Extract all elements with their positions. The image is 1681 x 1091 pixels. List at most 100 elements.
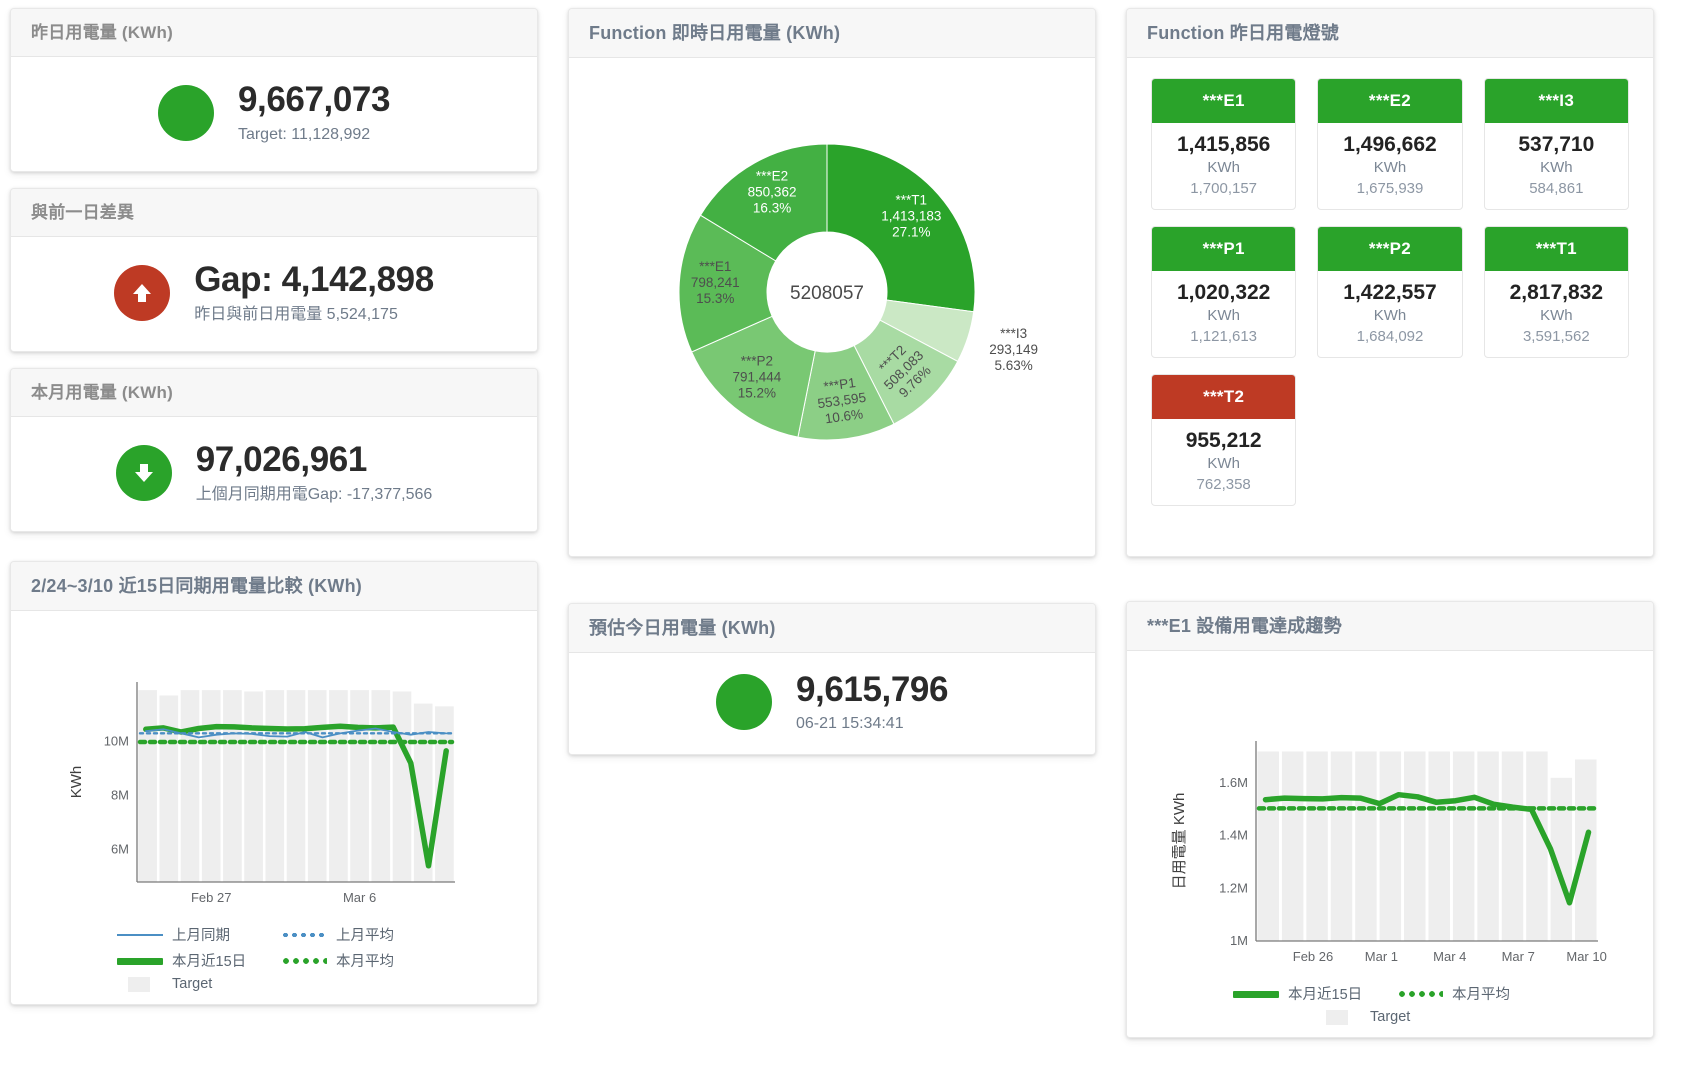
middle-column: Function 即時日用電量 (KWh) ***T1 1,413,183 27.1… — [568, 8, 1096, 1081]
card-title-e1-trend: ***E1 設備用電達成趨勢 — [1127, 602, 1653, 651]
target-bar — [307, 690, 327, 882]
x-tick-label: Mar 1 — [1365, 949, 1398, 964]
target-bar — [223, 690, 242, 882]
card-body-month: 97,026,961 上個月同期用電Gap: -17,377,566 — [11, 416, 537, 531]
right-chart-legend: 本月近15日 本月平均 Target — [1233, 977, 1547, 1037]
status-values: 1,020,322 KWh 1,121,613 — [1152, 271, 1295, 357]
status-value: 1,422,557 — [1343, 280, 1437, 304]
target-bar — [244, 691, 263, 882]
target-bar — [1330, 751, 1353, 941]
status-cell[interactable]: ***P2 1,422,557 KWh 1,684,092 — [1317, 225, 1463, 359]
legend-last-month-same: 上月同期 — [117, 924, 267, 945]
data-line — [1262, 791, 1592, 906]
left-column: 昨日用電量 (KWh) 9,667,073 Target: 11,128,992… — [10, 8, 538, 1081]
legend-this-month-15-right: 本月近15日 — [1233, 983, 1383, 1004]
y-tick-label: 8M — [111, 788, 129, 803]
target-bar — [1452, 751, 1475, 941]
status-target: 1,684,092 — [1356, 328, 1424, 346]
line-blue-icon — [117, 928, 163, 942]
status-values: 1,422,557 KWh 1,684,092 — [1318, 271, 1461, 357]
status-values: 1,415,856 KWh 1,700,157 — [1152, 123, 1295, 209]
status-badge: ***E1 — [1152, 78, 1296, 123]
legend-this-month-avg-right: 本月平均 — [1397, 983, 1547, 1004]
target-bar — [1526, 751, 1548, 941]
status-grid: ***E1 1,415,856 KWh 1,700,157 ***E2 1,496,662… — [1127, 58, 1653, 533]
target-bar — [1257, 751, 1279, 941]
kpi-sub-day-gap: 昨日與前日用電量 5,524,175 — [194, 305, 398, 323]
kpi-yesterday: 9,667,073 Target: 11,128,992 — [157, 64, 391, 163]
status-value: 1,496,662 — [1343, 132, 1437, 156]
target-bar — [1501, 751, 1524, 941]
kpi-text-estimate: 9,615,796 06-21 15:34:41 — [795, 669, 949, 733]
card-month-usage: 本月用電量 (KWh) 97,026,961 上個月同期用電Gap: -17,3… — [10, 368, 538, 532]
card-status-lights: Function 昨日用電燈號 ***E1 1,415,856 KWh 1,700,1… — [1126, 8, 1654, 557]
kpi-value-day-gap: Gap: 4,142,898 — [194, 260, 434, 300]
x-tick-label: Mar 7 — [1502, 949, 1535, 964]
status-badge: ***P2 — [1318, 226, 1462, 271]
y-tick-label: 10M — [104, 733, 129, 748]
card-title-status: Function 昨日用電燈號 — [1127, 9, 1653, 58]
status-unit: KWh — [1373, 158, 1407, 176]
donut-slice[interactable] — [699, 143, 828, 262]
legend-row-3: Target — [117, 976, 431, 992]
legend-row-2: 本月近15日 本月平均 — [117, 950, 431, 971]
donut-slice-label: ***E1 798,241 15.3% — [691, 259, 740, 306]
status-badge: ***I3 — [1484, 78, 1628, 123]
target-bar — [286, 690, 306, 882]
dotted-line-green-icon — [281, 954, 327, 968]
status-value: 1,020,322 — [1176, 280, 1271, 304]
kpi-sub-month: 上個月同期用電Gap: -17,377,566 — [195, 485, 433, 503]
status-target: 762,358 — [1196, 476, 1251, 494]
card-title-yesterday: 昨日用電量 (KWh) — [11, 9, 537, 57]
status-cell[interactable]: ***E1 1,415,856 KWh 1,700,157 — [1151, 77, 1297, 210]
kpi-value-estimate: 9,615,796 — [795, 669, 949, 709]
status-unit: KWh — [1207, 307, 1240, 325]
status-cell[interactable]: ***T2 955,212 KWh 762,358 — [1151, 374, 1297, 507]
target-bar — [159, 695, 179, 882]
card-15day-comparison-chart: 2/24~3/10 近15日同期用電量比較 (KWh) 6M 8M 10M Feb 2… — [10, 561, 538, 1005]
donut-slice[interactable] — [826, 143, 976, 313]
legend-label-this-month-15-right: 本月近15日 — [1288, 987, 1363, 1003]
status-cell[interactable]: ***P1 1,020,322 KWh 1,121,613 — [1151, 225, 1297, 359]
status-unit: KWh — [1540, 307, 1573, 325]
card-title-15day-chart: 2/24~3/10 近15日同期用電量比較 (KWh) — [11, 562, 537, 611]
card-day-gap: 與前一日差異 Gap: 4,142,898 昨日與前日用電量 5,524,175 — [10, 188, 538, 352]
green-down-arrow-icon — [115, 444, 172, 501]
line-green-icon — [117, 954, 163, 968]
kpi-text-day-gap: Gap: 4,142,898 昨日與前日用電量 5,524,175 — [194, 260, 434, 323]
donut-slice[interactable] — [678, 214, 777, 353]
status-unit: KWh — [1373, 307, 1407, 325]
status-value: 955,212 — [1185, 429, 1262, 453]
card-body-estimate: 9,615,796 06-21 15:34:41 — [569, 652, 1095, 754]
target-bar — [180, 690, 200, 882]
legend-label-last-month-avg: 上月平均 — [336, 928, 394, 944]
target-bar — [1281, 751, 1304, 941]
legend-row-1: 上月同期 上月平均 — [117, 924, 431, 945]
status-value: 1,415,856 — [1176, 132, 1271, 156]
donut-slice-label: ***T1 1,413,183 27.1% — [881, 192, 941, 239]
donut-slice-label: ***E2 850,362 16.3% — [748, 168, 797, 215]
status-cell[interactable]: ***E2 1,496,662 KWh 1,675,939 — [1317, 77, 1463, 210]
status-target: 584,861 — [1529, 179, 1584, 197]
donut-slice-label: ***I3 293,149 5.63% — [989, 326, 1038, 373]
y-tick-label: 6M — [111, 842, 129, 857]
legend-target: Target — [117, 976, 267, 992]
green-circle-icon — [157, 84, 214, 141]
status-unit: KWh — [1540, 158, 1573, 176]
y-axis-title: 日用電量 KWh — [1171, 793, 1188, 890]
y-axis-title: KWh — [68, 766, 85, 799]
legend-row-1-right: 本月近15日 本月平均 — [1233, 983, 1547, 1004]
donut-slice[interactable] — [691, 315, 816, 438]
status-unit: KWh — [1207, 455, 1240, 473]
status-target: 3,591,562 — [1522, 328, 1590, 346]
status-value: 537,710 — [1518, 132, 1595, 156]
target-bar — [201, 690, 221, 882]
status-cell[interactable]: ***I3 537,710 KWh 584,861 — [1483, 77, 1629, 210]
legend-this-month-avg: 本月平均 — [281, 950, 431, 971]
card-body-day-gap: Gap: 4,142,898 昨日與前日用電量 5,524,175 — [11, 236, 537, 351]
status-cell[interactable]: ***T1 2,817,832 KWh 3,591,562 — [1483, 225, 1629, 359]
kpi-sub-estimate-timestamp: 06-21 15:34:41 — [795, 715, 904, 733]
card-yesterday-usage: 昨日用電量 (KWh) 9,667,073 Target: 11,128,992 — [10, 8, 538, 172]
donut-center-total: 5208057 — [790, 283, 864, 304]
kpi-text-yesterday: 9,667,073 Target: 11,128,992 — [238, 81, 391, 143]
